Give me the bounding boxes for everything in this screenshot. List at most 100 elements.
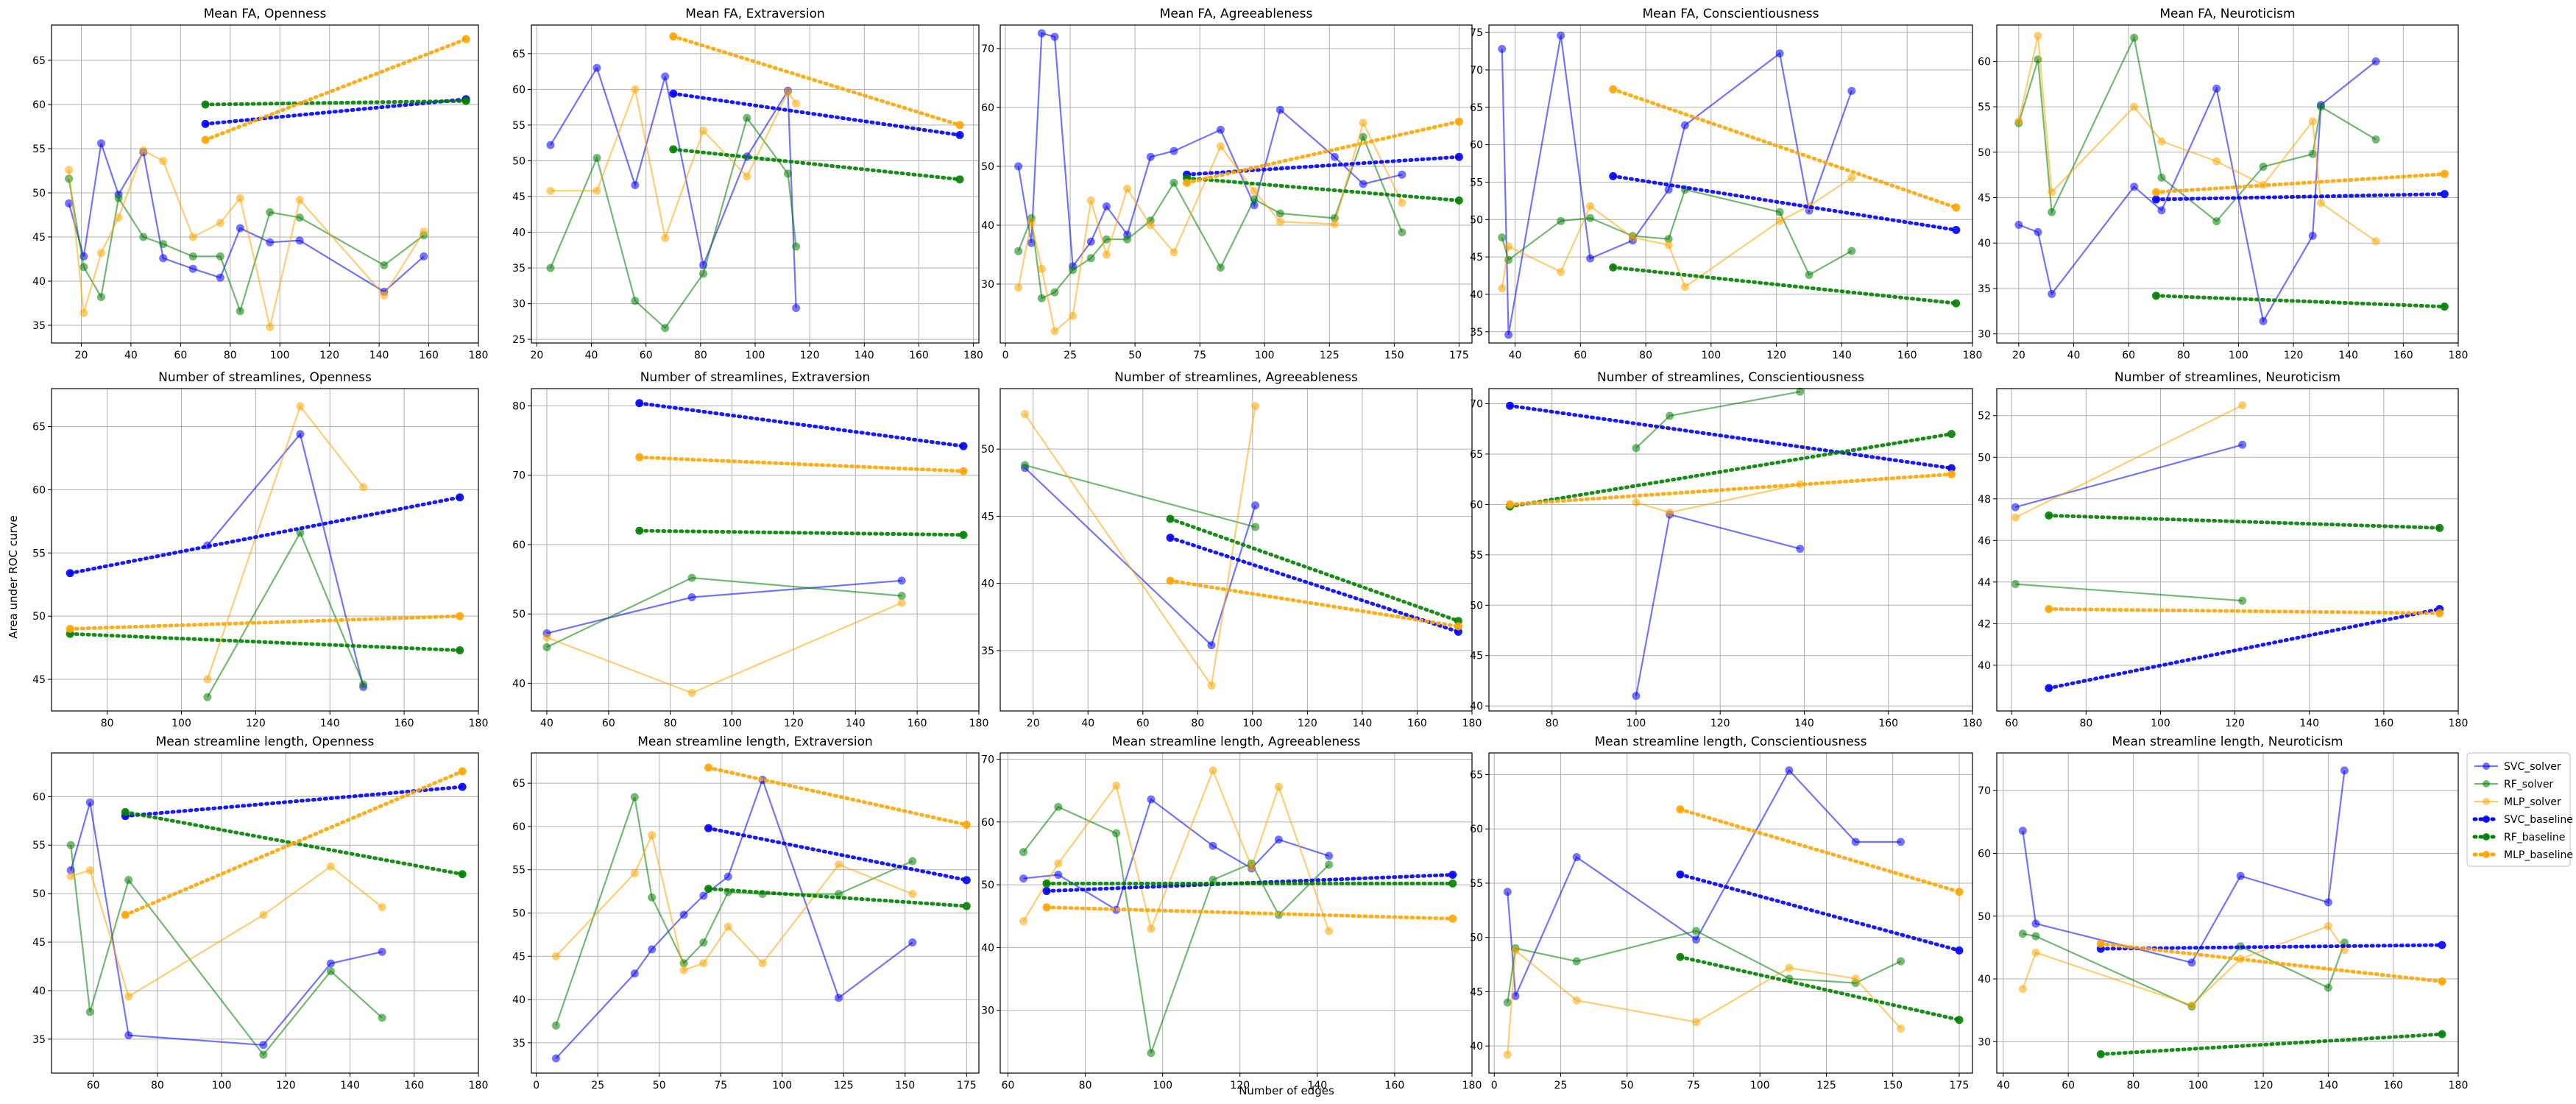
data-point-MLP_solver: [420, 227, 428, 236]
data-point-RF_solver: [699, 269, 708, 278]
y-tick-label: 60: [32, 99, 46, 111]
y-tick-label: 40: [1470, 1041, 1483, 1052]
x-tick-label: 60: [1136, 718, 1150, 729]
data-point-RF_solver: [1170, 178, 1178, 187]
y-tick-label: 55: [32, 840, 46, 852]
data-point-RF_solver: [114, 194, 123, 202]
legend: SVC_solver RF_solver MLP_solver SVC_baselin…: [2466, 752, 2573, 867]
data-point-RF_solver: [1050, 288, 1059, 297]
subplot-grid: Mean FA, Openness 20 40 60 80 100 120 140 160 180…: [32, 7, 2468, 1091]
x-tick-label: 140: [369, 350, 389, 361]
series-line-RF_baseline: [637, 528, 966, 537]
data-point-SVC_solver: [1170, 146, 1178, 155]
data-point-SVC_solver: [1503, 888, 1512, 896]
data-point-SVC_baseline: [2151, 195, 2160, 204]
data-point-RF_solver: [792, 242, 801, 251]
y-tick-label: 60: [512, 84, 526, 96]
plot-frame: [531, 752, 980, 1074]
series-line-SVC_baseline: [671, 91, 962, 137]
subplot-title: Number of streamlines, Conscientiousness: [1597, 370, 1864, 385]
subplot-title: Number of streamlines, Neuroticism: [2115, 370, 2340, 385]
y-tick-label: 50: [981, 880, 994, 891]
data-point-SVC_solver: [1086, 237, 1095, 246]
data-point-SVC_solver: [1251, 501, 1260, 510]
x-tick-label: 120: [2284, 350, 2304, 361]
data-point-MLP_solver: [2157, 137, 2166, 146]
data-point-SVC_solver: [96, 139, 105, 148]
data-point-RF_solver: [378, 1013, 386, 1022]
data-point-SVC_baseline: [2438, 941, 2446, 949]
data-point-SVC_solver: [2236, 871, 2245, 880]
data-point-SVC_solver: [1632, 691, 1641, 700]
x-tick-label: 100: [1153, 1080, 1172, 1091]
data-point-SVC_solver: [908, 938, 917, 946]
data-point-RF_solver: [380, 261, 389, 269]
data-point-MLP_solver: [1359, 118, 1367, 127]
y-tick-label: 65: [512, 778, 526, 790]
subplot-11: Mean streamline length, Extraversion 0 25 5…: [512, 735, 980, 1091]
y-tick-label: 48: [1978, 494, 1991, 506]
data-point-RF_solver: [1275, 209, 1284, 218]
data-point-RF_solver: [1069, 266, 1078, 275]
data-point-MLP_solver: [188, 233, 197, 241]
series-line-MLP_baseline: [1044, 905, 1455, 921]
plot-frame: [531, 388, 980, 712]
data-point-RF_solver: [687, 573, 696, 582]
data-point-SVC_solver: [1586, 254, 1595, 263]
data-point-MLP_solver: [908, 890, 917, 899]
x-axis-label: Number of edges: [1239, 1084, 1334, 1097]
y-tick-label: 55: [1470, 177, 1483, 188]
x-tick-label: 140: [1353, 718, 1373, 729]
data-point-SVC_solver: [2238, 440, 2247, 449]
data-point-RF_solver: [1796, 387, 1805, 396]
data-point-MLP_solver: [2187, 1001, 2196, 1010]
y-tick-label: 30: [1978, 1036, 1991, 1048]
series-line-MLP_solver: [2014, 404, 2243, 519]
data-point-SVC_solver: [1019, 874, 1028, 883]
x-tick-label: 140: [2318, 1080, 2338, 1091]
x-tick-label: 0: [1491, 1080, 1498, 1091]
plot-frame: [1488, 24, 1973, 344]
data-point-SVC_baseline: [959, 442, 968, 450]
data-point-MLP_solver: [723, 922, 732, 931]
legend-label: RF_baseline: [2504, 832, 2565, 843]
data-point-MLP_solver: [1897, 1025, 1906, 1033]
series-line-SVC_baseline: [707, 826, 969, 882]
data-point-RF_baseline: [635, 526, 644, 535]
y-tick-label: 50: [1470, 600, 1483, 612]
data-point-SVC_baseline: [1042, 887, 1051, 896]
data-point-RF_solver: [592, 154, 601, 163]
subplot-8: Number of streamlines, Conscientiousness…: [1470, 370, 1982, 729]
data-point-RF_solver: [96, 293, 105, 302]
data-point-MLP_solver: [1398, 199, 1406, 208]
data-point-MLP_baseline: [66, 624, 74, 633]
data-point-RF_solver: [1666, 411, 1674, 420]
data-point-SVC_solver: [1851, 838, 1860, 846]
x-tick-label: 140: [2338, 350, 2358, 361]
data-point-SVC_solver: [2034, 227, 2042, 236]
y-tick-label: 60: [981, 817, 994, 829]
series-line-MLP_solver: [1635, 483, 1801, 514]
y-tick-label: 35: [32, 1034, 46, 1046]
x-tick-label: 100: [746, 350, 765, 361]
x-tick-label: 120: [246, 718, 266, 729]
data-point-MLP_baseline: [1676, 805, 1685, 814]
data-point-RF_solver: [295, 213, 304, 222]
x-tick-label: 140: [854, 350, 874, 361]
y-tick-label: 50: [1470, 214, 1483, 226]
y-tick-label: 30: [512, 299, 526, 311]
data-point-RF_solver: [2130, 33, 2139, 42]
subplot-7: Number of streamlines, Agreeableness 20 40…: [981, 370, 1482, 729]
series-line-MLP_baseline: [1611, 87, 1958, 210]
data-point-RF_solver: [1014, 247, 1023, 255]
data-point-MLP_baseline: [1454, 117, 1463, 126]
data-point-SVC_solver: [1785, 766, 1794, 775]
series-line-SVC_solver: [1024, 467, 1256, 647]
data-point-SVC_solver: [1209, 841, 1217, 850]
x-tick-label: 60: [1002, 1080, 1015, 1091]
y-tick-label: 50: [512, 155, 526, 167]
x-tick-label: 100: [1627, 718, 1646, 729]
data-point-MLP_solver: [546, 186, 555, 195]
data-point-MLP_baseline: [1947, 470, 1956, 478]
data-point-SVC_solver: [1014, 162, 1023, 171]
